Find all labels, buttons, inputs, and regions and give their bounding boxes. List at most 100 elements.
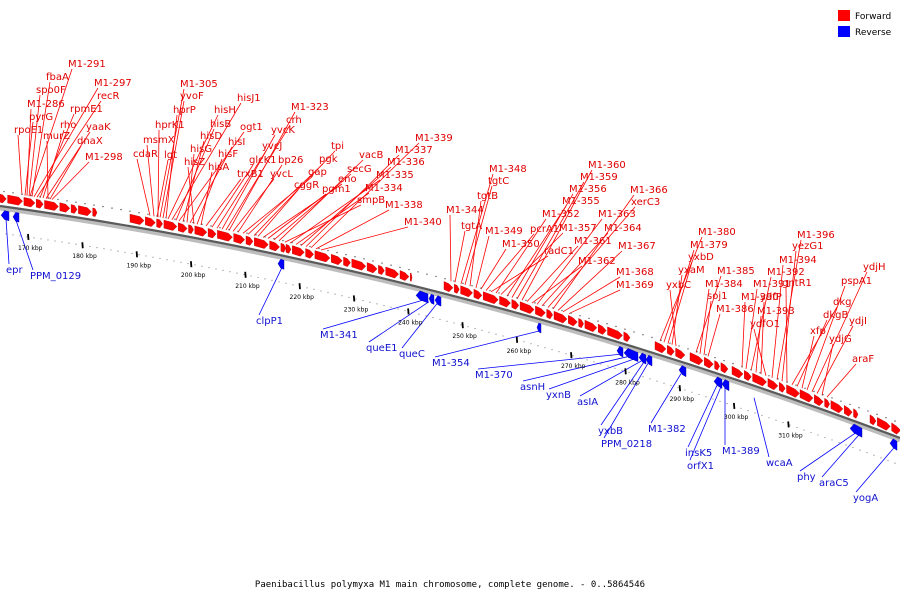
forward-leader-line xyxy=(781,250,797,382)
forward-leader-line xyxy=(289,179,381,244)
scale-track-dot xyxy=(194,264,196,266)
scale-tick-label: 220 kbp xyxy=(290,294,315,301)
scale-track-dot xyxy=(103,248,105,250)
forward-track-dot xyxy=(246,232,248,234)
forward-gene-label-m1-336: M1-336 xyxy=(387,157,425,168)
scale-track-dot xyxy=(425,315,427,317)
forward-leader-line xyxy=(699,288,710,354)
legend-reverse-swatch xyxy=(838,26,850,37)
forward-leader-line xyxy=(257,189,299,237)
scale-track-dot xyxy=(880,457,882,459)
forward-gene-label-m1-380: M1-380 xyxy=(698,227,736,238)
scale-track-dot xyxy=(278,281,280,283)
forward-gene-arrow xyxy=(44,200,59,211)
forward-track-dot xyxy=(102,205,104,208)
forward-gene-arrow xyxy=(511,299,520,310)
forward-gene-arrow xyxy=(92,207,98,217)
forward-track-dot xyxy=(264,236,266,238)
forward-gene-label-m1-335: M1-335 xyxy=(376,170,414,181)
scale-track-dot xyxy=(61,241,63,243)
forward-track-dot xyxy=(507,294,509,297)
scale-track-dot xyxy=(677,387,679,389)
forward-leader-line xyxy=(464,185,493,286)
forward-gene-label-araf: araF xyxy=(852,354,874,365)
forward-track-dot xyxy=(12,192,14,194)
scale-track-dot xyxy=(89,245,91,248)
forward-gene-arrow xyxy=(578,318,584,329)
forward-gene-label-m1-337: M1-337 xyxy=(395,145,433,156)
forward-gene-label-m1-359: M1-359 xyxy=(580,172,618,183)
scale-track-dot xyxy=(894,462,896,464)
legend-forward-label: Forward xyxy=(855,12,891,22)
forward-gene-label-ydjg: ydjG xyxy=(829,334,852,345)
forward-track-dot xyxy=(786,381,788,383)
forward-track-dot xyxy=(489,289,491,292)
reverse-gene-label-m1-389: M1-389 xyxy=(722,446,760,457)
forward-gene-label-hisg: hisG xyxy=(190,144,212,155)
reverse-leader-line xyxy=(687,385,718,448)
forward-gene-label-m1-286: M1-286 xyxy=(27,99,65,110)
scale-tick-label: 290 kbp xyxy=(670,396,695,403)
reverse-gene-label-m1-354: M1-354 xyxy=(432,358,470,369)
scale-track-dot xyxy=(747,410,749,412)
forward-track-dot xyxy=(822,394,824,396)
forward-leader-line xyxy=(469,200,482,287)
forward-leader-line xyxy=(753,328,767,376)
reverse-leader-line xyxy=(401,303,438,349)
scale-track-dot xyxy=(341,295,343,297)
forward-gene-label-radc1: radC1 xyxy=(544,246,574,257)
forward-leader-line xyxy=(136,158,151,216)
forward-leader-line xyxy=(237,164,283,233)
forward-track-dot xyxy=(768,375,770,377)
reverse-gene-arrow xyxy=(536,322,542,334)
forward-track-dot xyxy=(345,253,347,256)
scale-track-dot xyxy=(166,259,168,261)
reverse-gene-label-clpp1: clpP1 xyxy=(256,316,283,327)
forward-track-dot xyxy=(444,278,446,280)
forward-leader-line xyxy=(771,264,784,378)
scale-tick-label: 200 kbp xyxy=(181,272,206,279)
reverse-gene-label-wcaa: wcaA xyxy=(766,458,793,469)
chromosome-backbone-shadow xyxy=(0,205,900,443)
forward-gene-label-dnax: dnaX xyxy=(77,136,103,147)
forward-gene-label-dkgb: dkgB xyxy=(823,310,848,321)
forward-gene-arrow xyxy=(305,248,314,259)
forward-track-dot xyxy=(732,362,734,365)
reverse-leader-line xyxy=(799,432,856,472)
forward-gene-label-xfp: xfp xyxy=(810,326,826,337)
forward-gene-label-pcra1: pcrA1 xyxy=(530,224,559,235)
forward-gene-label-m1-344: M1-344 xyxy=(446,205,484,216)
forward-gene-label-murz: murZ xyxy=(43,131,70,142)
scale-track-dot xyxy=(775,419,777,421)
forward-track-dot xyxy=(525,299,527,302)
forward-gene-arrow xyxy=(399,270,410,281)
scale-track-dot xyxy=(229,271,231,273)
scale-track-dot xyxy=(201,265,203,267)
scale-track-dot xyxy=(292,284,294,286)
forward-track-dot xyxy=(561,309,563,312)
reverse-gene-label-epr: epr xyxy=(6,265,24,276)
forward-gene-label-m1-363: M1-363 xyxy=(598,209,636,220)
forward-gene-arrow xyxy=(607,326,623,340)
forward-gene-label-tgtc: tgtC xyxy=(488,176,509,187)
forward-gene-arrow xyxy=(869,414,877,426)
forward-gene-label-ydfp: ydfP xyxy=(760,292,782,303)
reverse-leader-line xyxy=(821,434,860,478)
forward-track-dot xyxy=(210,225,212,227)
forward-track-dot xyxy=(93,204,95,206)
forward-gene-arrow xyxy=(720,362,729,374)
forward-gene-arrow xyxy=(443,281,454,293)
forward-track-dot xyxy=(3,190,5,193)
scale-track-dot xyxy=(656,380,658,382)
scale-track-dot xyxy=(257,276,259,279)
forward-track-dot xyxy=(678,345,680,347)
forward-gene-label-yaak: yaaK xyxy=(86,122,111,133)
forward-gene-label-m1-305: M1-305 xyxy=(180,79,218,90)
forward-track-dot xyxy=(426,273,428,275)
forward-gene-label-hprp: hprP xyxy=(173,105,196,116)
scale-track-dot xyxy=(873,454,875,456)
chromosome-backbone xyxy=(0,204,900,440)
forward-gene-label-yxam: yxaM xyxy=(678,265,705,276)
forward-track-dot xyxy=(750,368,752,371)
forward-gene-arrow xyxy=(314,250,331,263)
